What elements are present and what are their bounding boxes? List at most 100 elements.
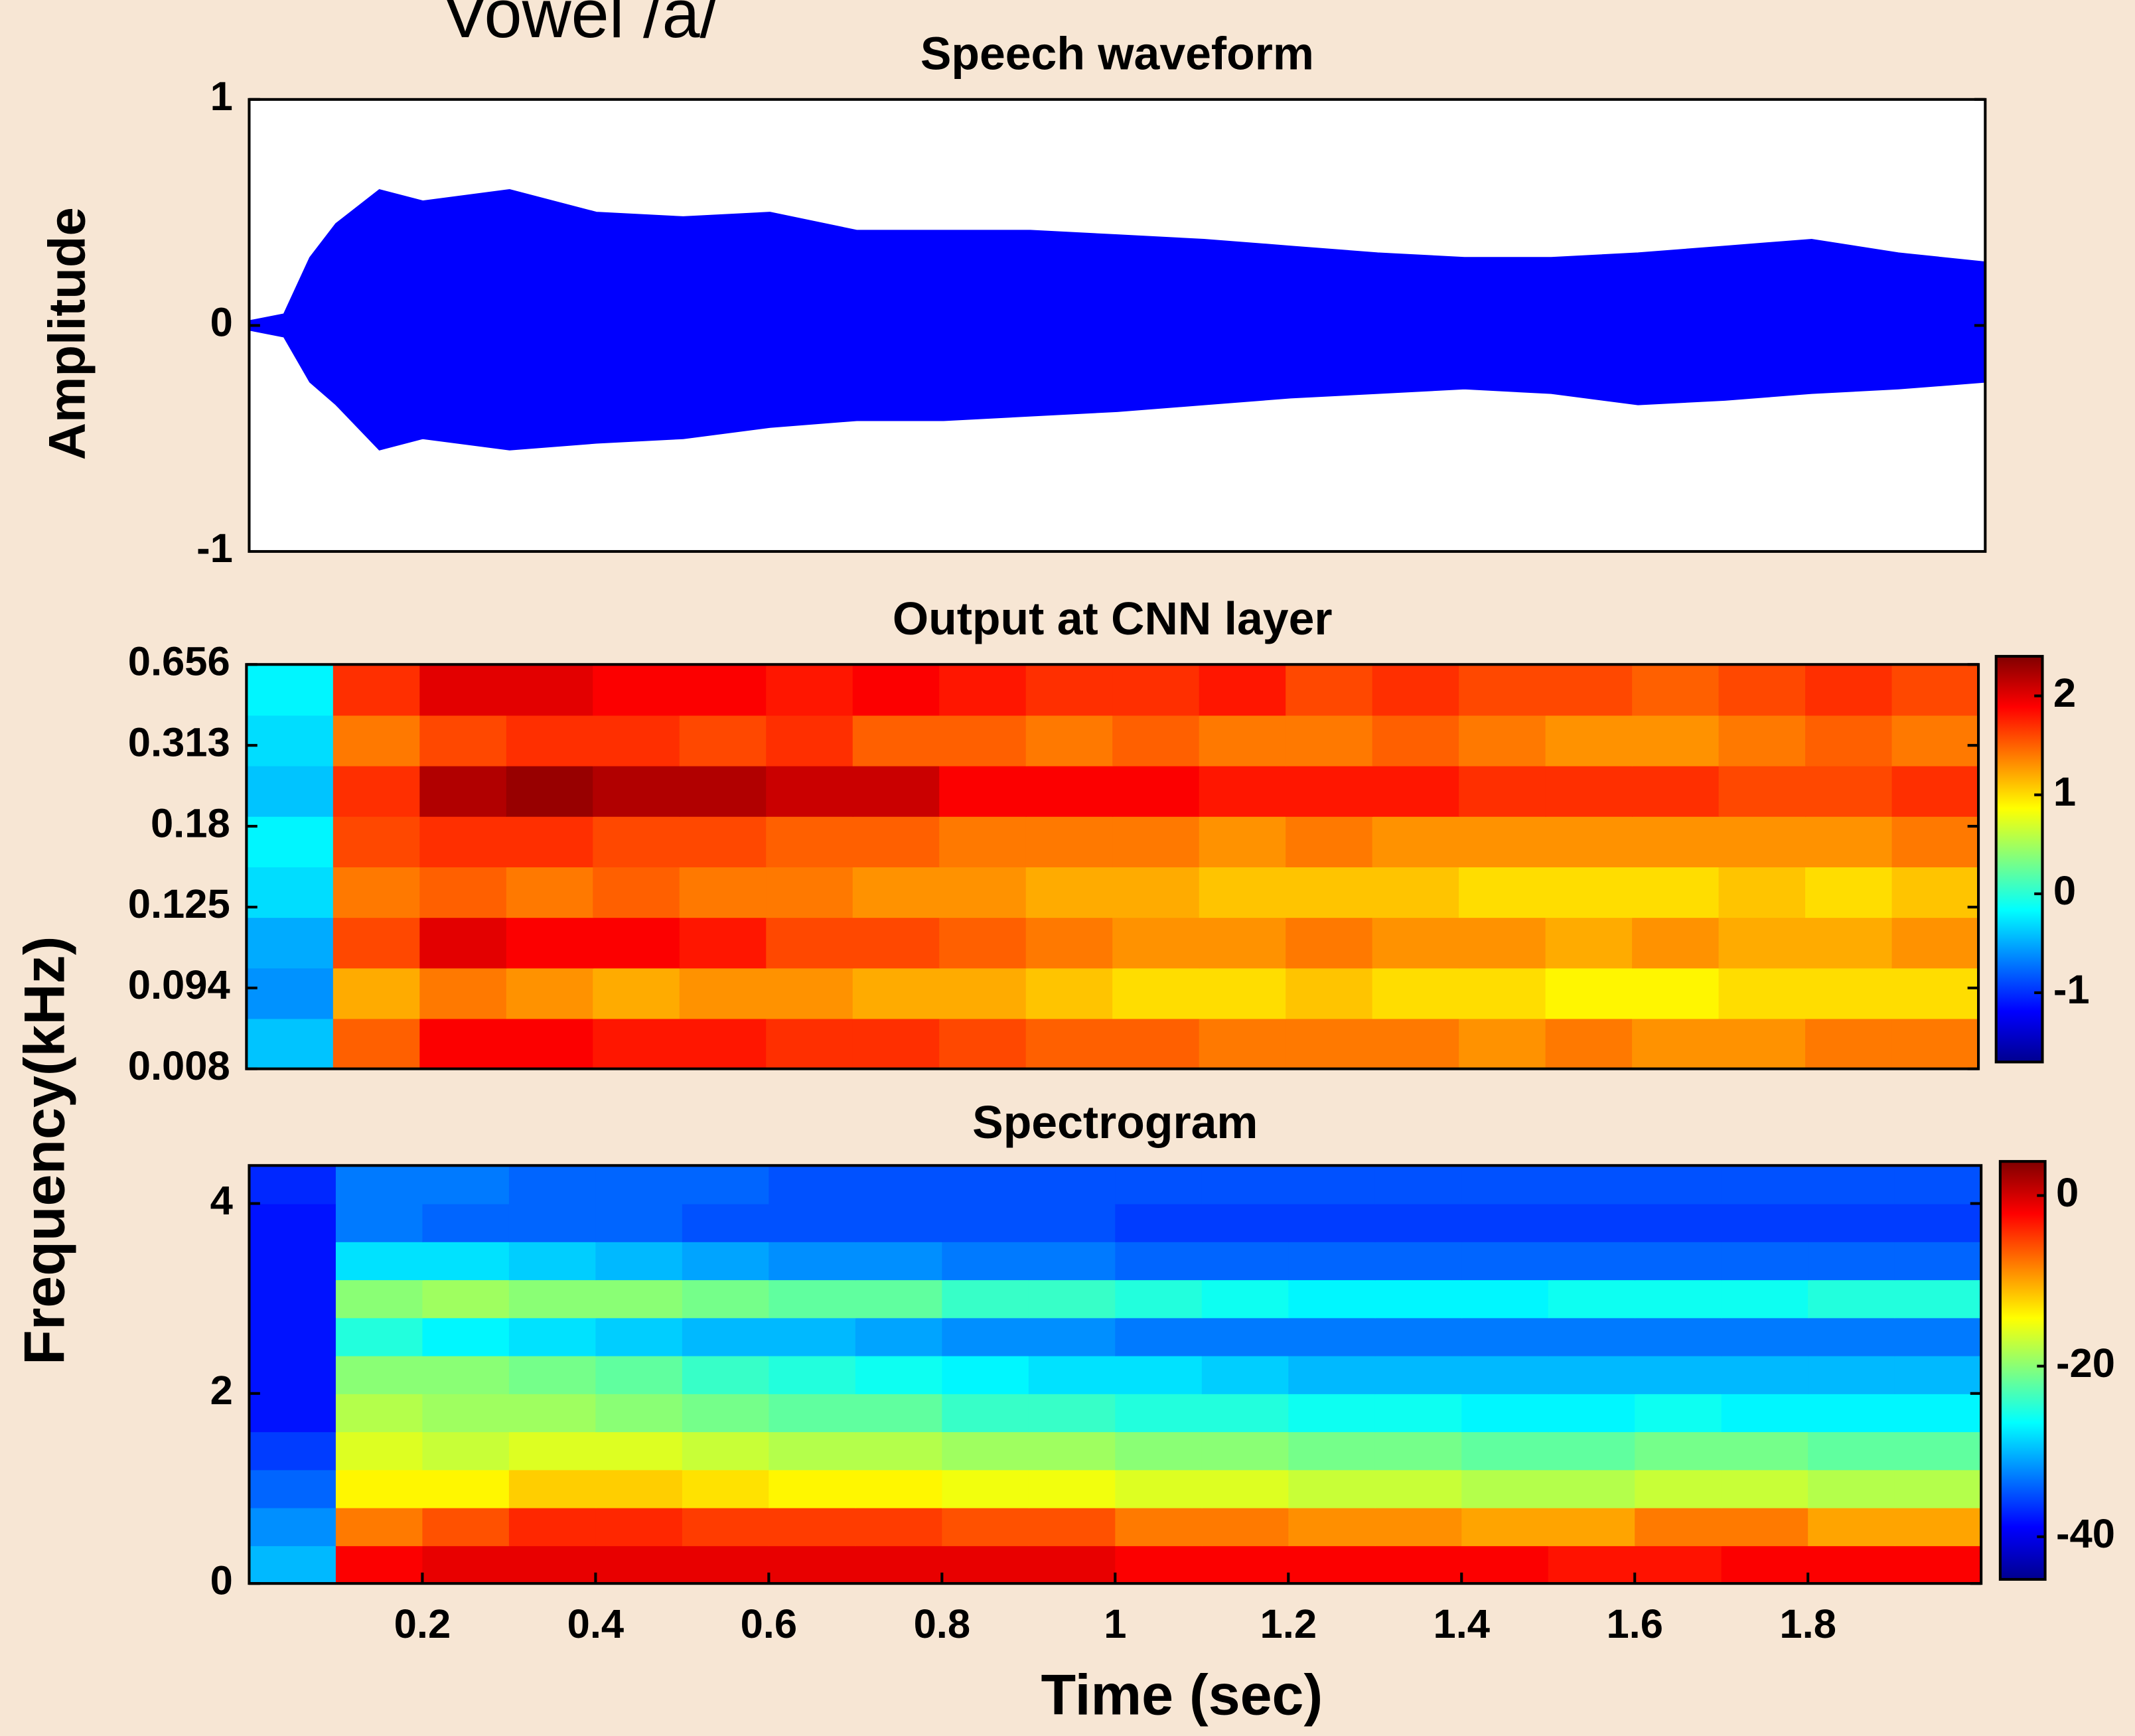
y-tick-label: 0 [210,1557,233,1603]
heatmap-cell [506,765,594,817]
heatmap-cell [942,1241,1029,1281]
heatmap-cell [1115,1469,1203,1508]
heatmap-cell [506,715,594,766]
heatmap-cell [1112,968,1200,1019]
heatmap-cell [1721,1545,1809,1585]
heatmap-cell [1721,1165,1809,1204]
heatmap-cell [1112,816,1200,867]
heatmap-cell [1115,1545,1203,1585]
heatmap-cell [766,968,853,1019]
colorbar-tick-label: 2 [2053,670,2076,716]
heatmap-cell [855,1507,943,1546]
heatmap-cell [1199,765,1287,817]
x-axis-label: Time (sec) [1041,1663,1323,1727]
page-title: Vowel /a/ [443,0,719,52]
heatmap-cell [939,866,1027,918]
heatmap-cell [942,1165,1029,1204]
heatmap-cell [1721,1203,1809,1242]
heatmap-cell [1115,1241,1203,1281]
heatmap-cell [1718,816,1806,867]
heatmap-cell [682,1545,770,1585]
heatmap-cell [1025,968,1114,1019]
heatmap-cell [1635,1241,1722,1281]
heatmap-cell [766,917,853,969]
heatmap-cell [1545,816,1633,867]
heatmap-cell [1372,715,1460,766]
heatmap-cell [1288,1507,1376,1546]
heatmap-cell [1808,1241,1895,1281]
heatmap-cell [1808,1545,1895,1585]
y-tick-label: 0.18 [151,800,230,846]
heatmap-cell [422,1393,510,1433]
heatmap-cell [942,1545,1029,1585]
heatmap-cell [593,664,680,716]
heatmap-cell [1635,1469,1722,1508]
heatmap-cell [1199,866,1287,918]
heatmap-cell [1548,1469,1636,1508]
heatmap-cell [1632,1018,1720,1070]
heatmap-cell [942,1203,1029,1242]
heatmap-cell [769,1317,856,1356]
heatmap-cell [508,1469,597,1508]
heatmap-cell [1805,664,1893,716]
heatmap-cell [1112,1018,1200,1070]
waveform-envelope [248,325,1986,451]
heatmap-cell [852,765,940,817]
heatmap-cell [246,1018,334,1070]
heatmap-cell [855,1317,943,1356]
heatmap-cell [419,917,507,969]
heatmap-cell [1028,1545,1116,1585]
heatmap-cell [1025,917,1114,969]
heatmap-cell [508,1279,597,1319]
heatmap-cell [249,1203,336,1242]
heatmap-cell [419,664,507,716]
y-tick-label: 0 [210,300,233,346]
heatmap-cell [1286,917,1373,969]
heatmap-cell [1808,1431,1895,1471]
heatmap-cell [419,1018,507,1070]
heatmap-cell [939,816,1027,867]
heatmap-cell [1028,1317,1116,1356]
heatmap-cell [1288,1469,1376,1508]
heatmap-cell [682,1241,770,1281]
heatmap-cell [506,664,594,716]
heatmap-cell [332,866,421,918]
heatmap-cell [679,816,767,867]
heatmap-cell [1635,1355,1722,1394]
heatmap-cell [332,1018,421,1070]
heatmap-cell [1632,968,1720,1019]
heatmap-cell [1115,1279,1203,1319]
heatmap-cell [1201,1279,1289,1319]
y-axis-label: Amplitude [37,207,96,460]
heatmap-cell [1201,1317,1289,1356]
plot-frame [245,663,1980,1070]
heatmap-cell [852,664,940,716]
heatmap-cell [249,1507,336,1546]
heatmap-cell [939,1018,1027,1070]
heatmap-cell [335,1317,423,1356]
y-tick-label: 4 [210,1178,233,1224]
heatmap-cell [1286,816,1373,867]
heatmap-cell [942,1431,1029,1471]
heatmap-cell [422,1355,510,1394]
heatmap-cell [1199,968,1287,1019]
heatmap-cell [939,917,1027,969]
heatmap-cell [1372,917,1460,969]
heatmap-cell [1721,1317,1809,1356]
heatmap-cell [939,715,1027,766]
heatmap-cell [855,1469,943,1508]
heatmap-cell [1459,664,1546,716]
heatmap-cell [335,1507,423,1546]
heatmap-cell [419,816,507,867]
heatmap-cell [1548,1393,1636,1433]
heatmap-cell [766,1018,853,1070]
heatmap-cell [246,917,334,969]
heatmap-cell [1201,1165,1289,1204]
x-tick-label: 1.8 [1779,1601,1836,1647]
heatmap-cell [1201,1507,1289,1546]
heatmap-cell [506,968,594,1019]
heatmap-cell [939,664,1027,716]
heatmap-cell [1891,664,1980,716]
heatmap-cell [942,1355,1029,1394]
heatmap-cell [679,968,767,1019]
